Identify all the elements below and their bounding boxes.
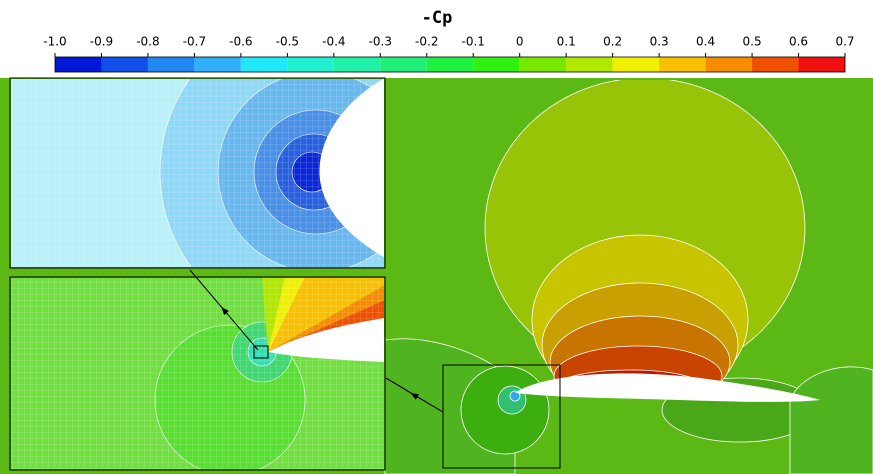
tick-label: 0.7 bbox=[835, 35, 854, 49]
tick-label: -0.8 bbox=[136, 35, 159, 49]
zoom-box bbox=[442, 364, 561, 469]
colorbar-segment bbox=[473, 57, 520, 72]
colorbar-segment bbox=[380, 57, 427, 72]
colorbar-segment bbox=[287, 57, 334, 72]
tick-label: 0.1 bbox=[557, 35, 576, 49]
inset-frame bbox=[9, 276, 386, 471]
tick-label: 0.4 bbox=[696, 35, 715, 49]
colorbar-segment bbox=[566, 57, 613, 72]
colorbar-segment bbox=[705, 57, 753, 72]
colorbar-segment bbox=[194, 57, 241, 72]
colorbar-segment bbox=[426, 57, 474, 72]
airfoil bbox=[515, 373, 820, 402]
tick-label: 0.3 bbox=[650, 35, 669, 49]
colorbar-frame bbox=[54, 56, 846, 73]
tick-label: 0.6 bbox=[789, 35, 808, 49]
tick-label: -0.6 bbox=[229, 35, 252, 49]
colorbar-segment bbox=[101, 57, 148, 72]
colorbar-segment bbox=[612, 57, 660, 72]
colorbar-title: -Cp bbox=[422, 8, 453, 28]
colorbar-segment bbox=[147, 57, 195, 72]
colorbar-segment bbox=[333, 57, 381, 72]
tick-label: 0 bbox=[516, 35, 524, 49]
tick-label: -1.0 bbox=[43, 35, 66, 49]
tick-label: -0.2 bbox=[415, 35, 438, 49]
tick-label: -0.9 bbox=[90, 35, 113, 49]
inset-frame bbox=[9, 77, 386, 269]
tick-label: 0.5 bbox=[743, 35, 762, 49]
arrow bbox=[189, 269, 259, 351]
colorbar-segment bbox=[752, 57, 799, 72]
colorbar-segment bbox=[798, 57, 845, 72]
colorbar-segment bbox=[519, 57, 567, 72]
main-contours bbox=[384, 80, 873, 474]
arrow-head bbox=[385, 377, 444, 413]
tick-label: -0.3 bbox=[369, 35, 392, 49]
colorbar-segment bbox=[55, 57, 102, 72]
tick-label: -0.5 bbox=[276, 35, 299, 49]
tick-label: 0.2 bbox=[603, 35, 622, 49]
colorbar-segment bbox=[240, 57, 288, 72]
zoom-box bbox=[253, 345, 269, 359]
tick-label: -0.1 bbox=[462, 35, 485, 49]
inset-lower bbox=[11, 278, 384, 469]
colorbar-segment bbox=[659, 57, 706, 72]
tick-label: -0.7 bbox=[183, 35, 206, 49]
tick-label: -0.4 bbox=[322, 35, 345, 49]
inset-upper bbox=[11, 79, 384, 267]
